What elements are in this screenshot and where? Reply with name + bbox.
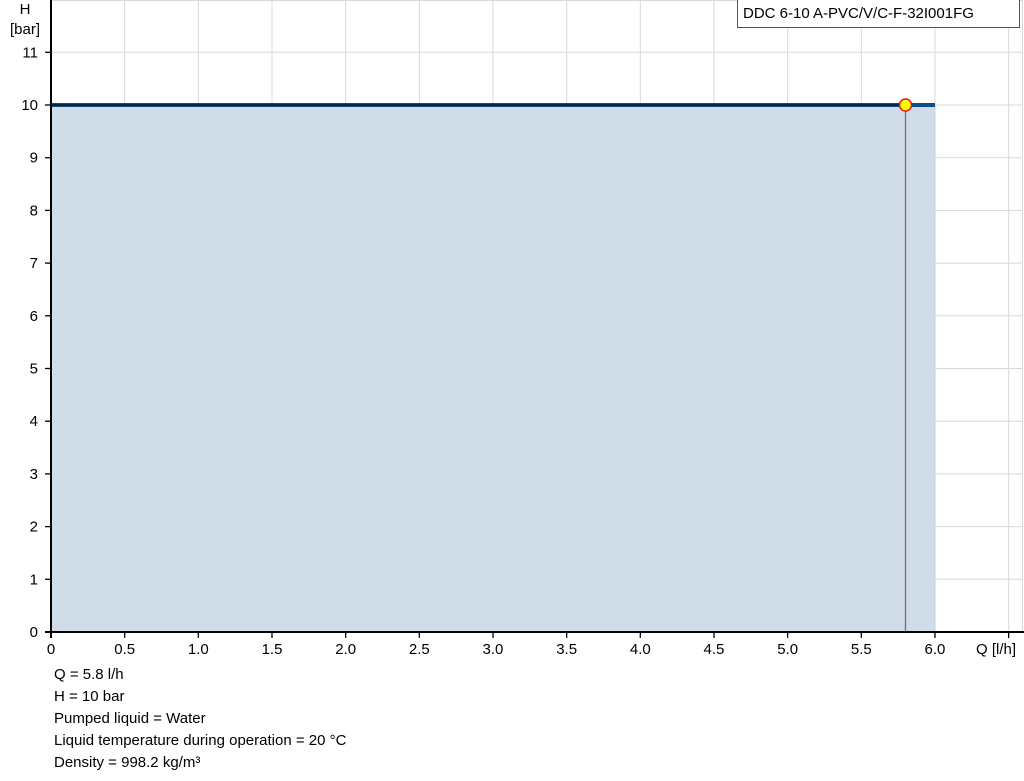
y-tick-label: 7 (30, 255, 38, 272)
x-tick-label: 3.0 (483, 641, 504, 658)
operating-point-marker (898, 98, 913, 112)
info-flow: Q = 5.8 l/h (54, 666, 124, 683)
x-tick-label: 2.5 (409, 641, 430, 658)
x-tick-label: 4.5 (704, 641, 725, 658)
info-head: H = 10 bar (54, 688, 125, 705)
x-tick-label: 6.0 (925, 641, 946, 658)
y-tick-label: 9 (30, 150, 38, 167)
y-tick-label: 11 (22, 44, 38, 61)
x-tick-label: 0.5 (114, 641, 135, 658)
y-tick-label: 5 (30, 361, 38, 378)
y-tick-label: 2 (30, 519, 38, 536)
y-tick-label: 0 (30, 624, 38, 641)
y-tick-label: 3 (30, 466, 38, 483)
x-tick-label: 5.5 (851, 641, 872, 658)
y-tick-label: 8 (30, 202, 38, 219)
y-axis-unit: [bar] (10, 21, 40, 38)
info-temperature: Liquid temperature during operation = 20… (54, 732, 347, 749)
y-tick-label: 10 (21, 97, 38, 114)
x-tick-label: 1.5 (262, 641, 283, 658)
x-axis-label: Q [l/h] (976, 641, 1016, 658)
info-liquid: Pumped liquid = Water (54, 710, 206, 727)
y-tick-label: 4 (30, 413, 38, 430)
x-tick-label: 3.5 (556, 641, 577, 658)
legend-series-name: DDC 6-10 A-PVC/V/C-F-32I001FG (737, 0, 1020, 28)
operating-info: Q = 5.8 l/h H = 10 bar Pumped liquid = W… (54, 664, 346, 774)
x-tick-label: 5.0 (777, 641, 798, 658)
x-tick-label: 0 (47, 641, 55, 658)
x-tick-label: 2.0 (335, 641, 356, 658)
curve-area (51, 105, 935, 632)
y-tick-label: 6 (30, 308, 38, 325)
y-tick-label: 1 (30, 571, 38, 588)
y-axis-label: H (20, 1, 31, 18)
x-tick-label: 4.0 (630, 641, 651, 658)
x-tick-label: 1.0 (188, 641, 209, 658)
info-density: Density = 998.2 kg/m³ (54, 754, 201, 771)
